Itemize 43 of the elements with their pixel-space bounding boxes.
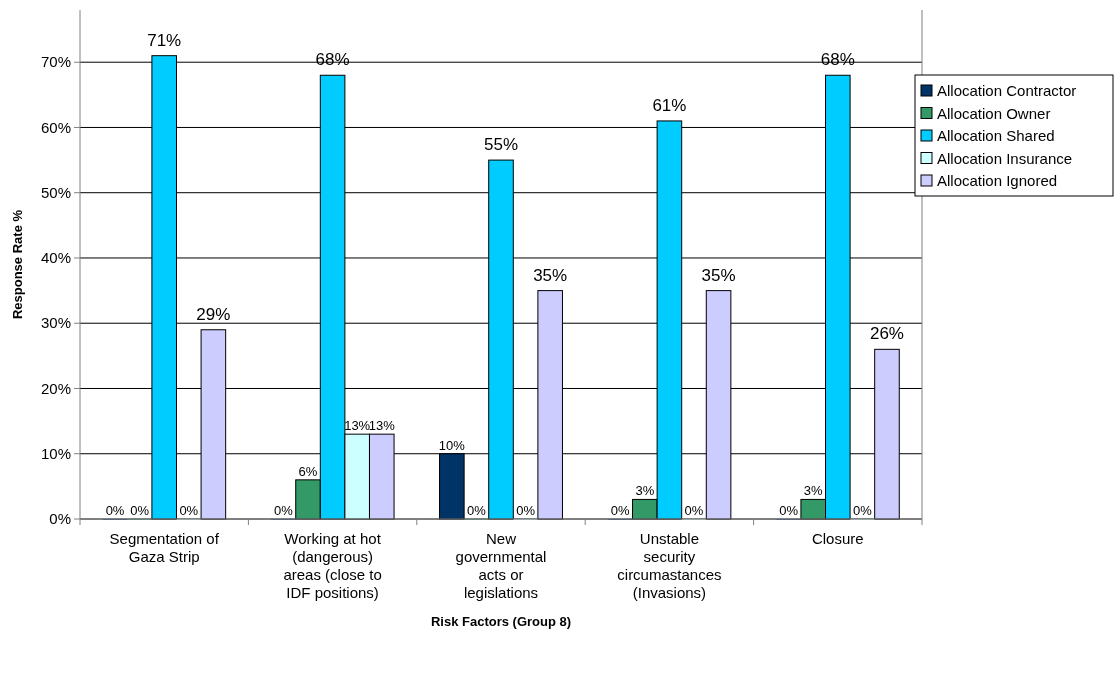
- legend-label: Allocation Contractor: [937, 82, 1077, 100]
- data-label: 13%: [344, 418, 371, 434]
- data-label: 61%: [652, 95, 687, 115]
- y-axis-title: Response Rate %: [10, 209, 25, 320]
- y-tick-label: 20%: [40, 379, 71, 397]
- data-label: 55%: [483, 135, 519, 155]
- data-label: 0%: [467, 503, 487, 518]
- data-label: 0%: [179, 503, 199, 518]
- x-tick-label: Closure: [811, 530, 864, 547]
- data-label: 0%: [852, 503, 873, 518]
- legend-label: Allocation Insurance: [937, 149, 1073, 167]
- y-tick-label: 10%: [40, 444, 71, 462]
- legend-label: Allocation Ignored: [937, 172, 1058, 190]
- x-tick-label: New governmental acts or legislations: [455, 530, 547, 601]
- y-tick-label: 40%: [40, 249, 71, 267]
- data-label: 13%: [368, 418, 396, 434]
- y-tick-label: 30%: [40, 314, 71, 332]
- x-tick-label: Segmentation of Gaza Strip: [109, 530, 220, 565]
- data-label: 10%: [438, 437, 466, 453]
- data-label: 0%: [516, 503, 536, 518]
- y-tick-label: 70%: [40, 53, 71, 71]
- data-label: 26%: [869, 324, 904, 344]
- data-label: 29%: [196, 304, 231, 324]
- y-tick-label: 50%: [40, 183, 71, 201]
- data-label: 3%: [803, 483, 824, 499]
- data-label: 0%: [274, 503, 294, 518]
- data-label: 71%: [147, 30, 182, 50]
- data-label: 0%: [779, 503, 799, 518]
- x-axis-title: Risk Factors (Group 8): [430, 614, 572, 629]
- data-label: 3%: [635, 483, 655, 499]
- x-tick-label: Unstable security circumastances (Invasions): [617, 530, 722, 601]
- legend-label: Allocation Owner: [937, 104, 1051, 122]
- y-tick-label: 0%: [49, 510, 71, 528]
- data-label: 0%: [684, 503, 704, 518]
- data-label: 35%: [701, 265, 736, 285]
- y-tick-label: 60%: [40, 118, 71, 136]
- data-label: 0%: [610, 503, 631, 518]
- data-label: 0%: [105, 503, 125, 518]
- legend-label: Allocation Shared: [937, 127, 1055, 145]
- x-tick-label: Working at hot (dangerous) areas (close to IDF positions): [283, 530, 382, 601]
- data-label: 35%: [533, 265, 568, 285]
- data-label: 0%: [130, 503, 150, 518]
- data-label: 6%: [298, 463, 318, 479]
